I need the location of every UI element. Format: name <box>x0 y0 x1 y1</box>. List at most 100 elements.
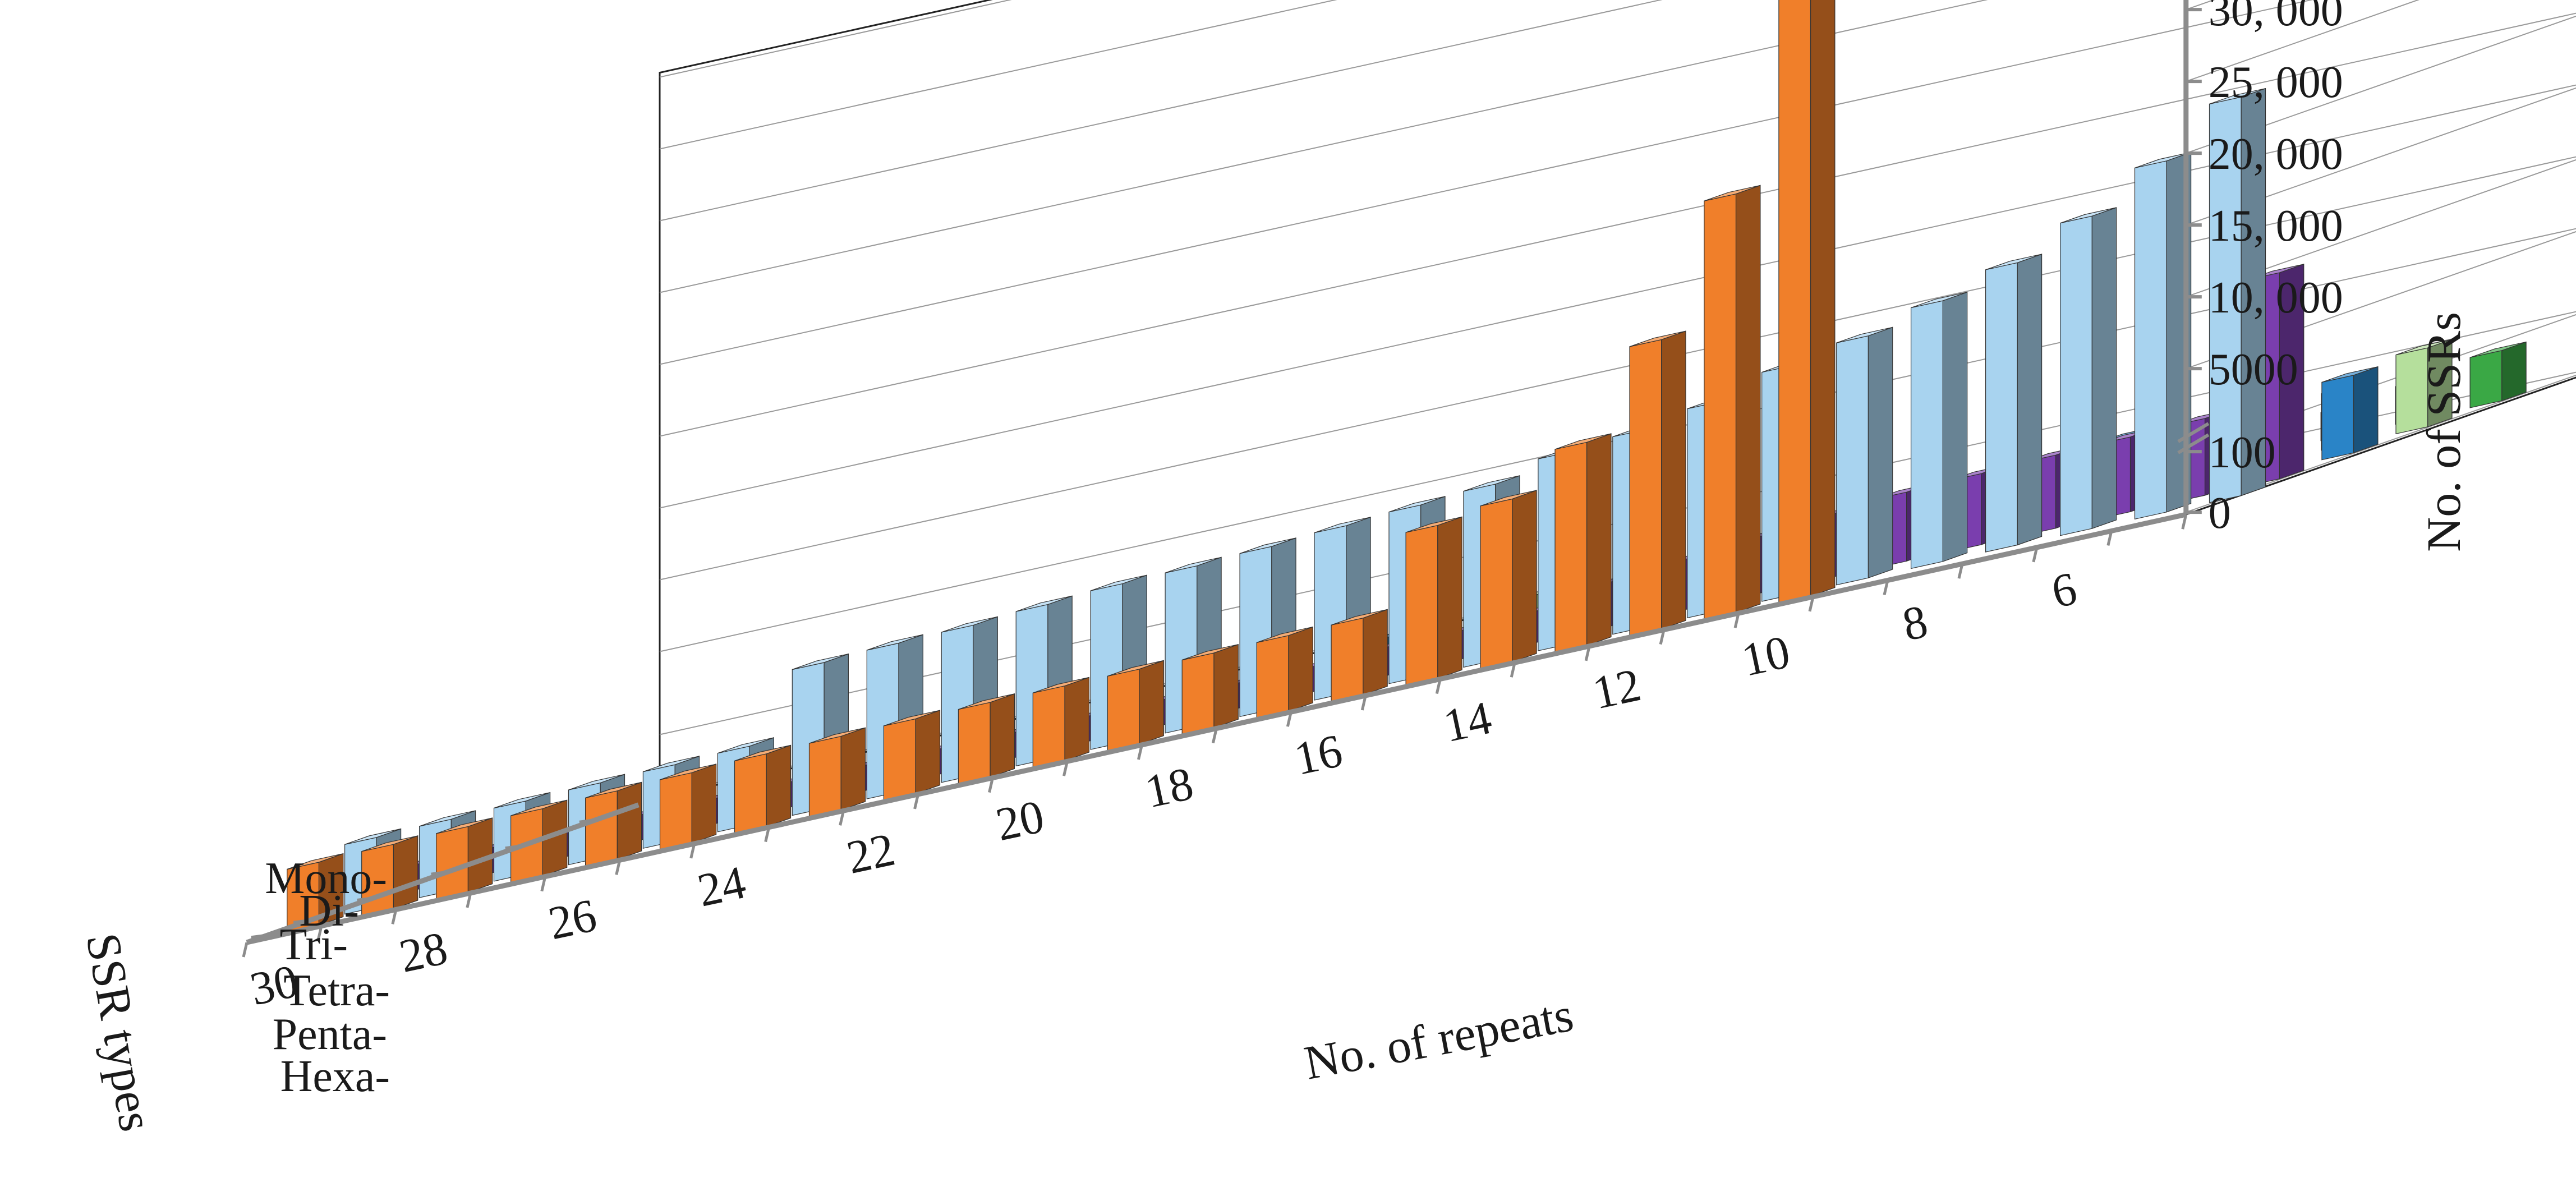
x-tick <box>1883 579 1889 596</box>
bar-mono-15 <box>1405 516 1462 686</box>
axis-break-mark <box>2177 433 2210 454</box>
x-tick <box>1957 563 1964 579</box>
x-tick-label: 18 <box>1140 757 1198 818</box>
x-tick <box>1510 662 1516 678</box>
z-tick <box>431 870 448 876</box>
bars <box>287 0 2527 933</box>
bar-mono-26 <box>585 781 642 867</box>
bar-mono-19 <box>1107 660 1164 752</box>
x-tick <box>1584 646 1591 661</box>
bar-mono-22 <box>883 710 941 802</box>
x-tick <box>2106 530 2113 546</box>
z-axis-title: SSR types <box>76 929 163 1135</box>
bar-tetra-5 <box>2321 366 2379 461</box>
gridline <box>659 156 2576 581</box>
y-tick-label: 10, 000 <box>2209 273 2343 323</box>
x-tick-label: 22 <box>843 823 900 884</box>
bar-mono-21 <box>958 693 1015 785</box>
x-tick-label: 6 <box>2047 562 2081 618</box>
x-tick <box>242 942 249 958</box>
x-tick <box>540 876 547 892</box>
y-tick-label: 100 <box>2209 428 2276 477</box>
bar-mono-23 <box>808 727 866 818</box>
axis-labels: No. of repeats No. of SSRs SSR types <box>76 312 2471 1135</box>
x-tick-label: 14 <box>1439 692 1496 752</box>
x-tick <box>764 827 771 843</box>
x-tick <box>988 778 994 793</box>
gridline <box>659 0 1663 222</box>
bar-mono-28 <box>436 817 493 900</box>
z-tick-label: Hexa- <box>280 1052 390 1101</box>
gridline <box>659 0 2215 293</box>
z-tick-label: Tetra- <box>283 966 390 1015</box>
x-tick-label: 30 <box>246 955 303 1015</box>
bar-mono-10 <box>1778 0 1836 604</box>
z-tick <box>579 818 597 824</box>
x-tick <box>1137 744 1143 760</box>
x-tick-label: 26 <box>544 889 601 950</box>
z-tick <box>293 918 311 924</box>
x-tick-label: 20 <box>992 790 1049 851</box>
x-tick <box>316 926 323 941</box>
bar-hexa-5 <box>2469 341 2527 408</box>
axis-break-mark <box>2177 422 2210 443</box>
z-tick-label: Penta- <box>273 1010 387 1059</box>
bar-penta-5 <box>2395 338 2453 435</box>
z-tick <box>357 896 374 901</box>
bar-di-7 <box>2060 207 2117 536</box>
bar-mono-24 <box>734 744 792 834</box>
bar-di-9 <box>1911 291 1968 569</box>
bar-di-8 <box>1985 254 2043 553</box>
bar-mono-18 <box>1181 643 1239 735</box>
x-tick <box>391 909 398 924</box>
y-tick-label: 20, 000 <box>2209 130 2343 179</box>
x-tick <box>2181 514 2188 530</box>
x-tick <box>1211 728 1218 744</box>
bar-mono-17 <box>1256 626 1313 719</box>
z-tick <box>505 844 523 850</box>
x-tick-label: 10 <box>1737 625 1795 686</box>
y-tick-label: 5000 <box>2209 345 2298 394</box>
gridline <box>659 12 2576 437</box>
bar-mono-16 <box>1331 609 1388 703</box>
bar-mono-13 <box>1554 433 1612 654</box>
y-tick-label: 0 <box>2209 489 2231 538</box>
gridline <box>659 228 2576 652</box>
z-tick-label: Tri- <box>279 920 348 969</box>
y-tick-label: 25, 000 <box>2209 58 2343 107</box>
x-tick <box>839 810 845 826</box>
y-axis-title: No. of SSRs <box>2417 312 2471 552</box>
bar-di-5 <box>2209 88 2266 503</box>
x-tick <box>615 859 622 875</box>
bar-di-10 <box>1836 326 1893 586</box>
x-tick <box>1435 678 1442 694</box>
x-tick <box>1286 711 1292 727</box>
x-tick <box>1659 629 1666 645</box>
x-tick-label: 8 <box>1898 595 1932 651</box>
x-axis-title: No. of repeats <box>1300 987 1577 1090</box>
x-tick-label: 12 <box>1588 659 1645 719</box>
axes: 0 100 5000 10, 000 15, 000 20, 000 25, 000 30, … <box>242 0 2343 1101</box>
bar-mono-20 <box>1032 677 1090 769</box>
bar-mono-11 <box>1704 185 1761 620</box>
x-tick <box>466 893 472 908</box>
x-tick <box>1062 761 1069 776</box>
bar-mono-25 <box>659 763 717 851</box>
z-tick-label: Mono- <box>265 854 387 903</box>
x-tick-label: 16 <box>1290 724 1347 785</box>
y-tick-label: 30, 000 <box>2209 0 2343 35</box>
gridline <box>659 0 1337 150</box>
z-tick-label: Di- <box>299 886 359 936</box>
z-tick <box>251 933 269 939</box>
bar-mono-14 <box>1480 490 1537 670</box>
bar-mono-30 <box>287 853 344 933</box>
x-tick <box>1360 695 1367 711</box>
x-tick <box>2032 547 2039 563</box>
x-tick <box>913 794 920 809</box>
bar-mono-12 <box>1629 330 1686 637</box>
x-tick-label: 24 <box>693 856 751 917</box>
x-tick <box>1808 596 1815 612</box>
gridline <box>659 0 2419 365</box>
x-tick <box>1733 613 1740 628</box>
